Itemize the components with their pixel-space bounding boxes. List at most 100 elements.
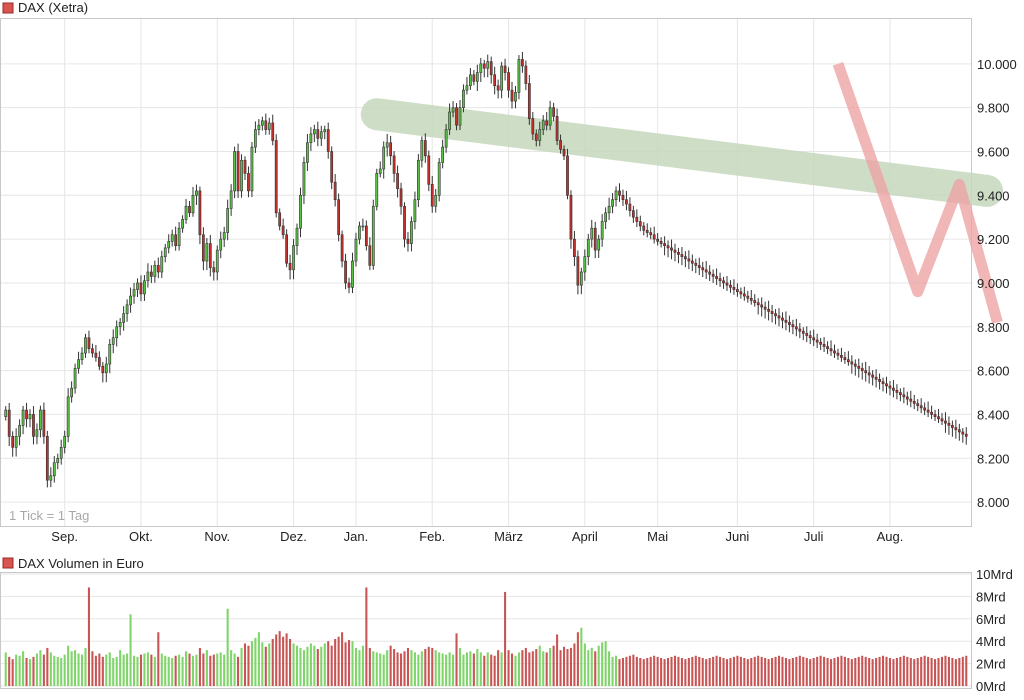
candle-body-up: [105, 364, 107, 373]
candle-body-down: [650, 233, 652, 235]
candle: [234, 147, 236, 198]
volume-bar: [237, 657, 239, 686]
volume-bar: [403, 651, 405, 686]
volume-bar: [716, 656, 718, 686]
volume-bar: [605, 641, 607, 686]
candle-body-up: [39, 410, 41, 430]
x-tick-labels: Sep. Okt. Nov. Dez. Jan. Feb. März April Mai Juni…: [51, 529, 903, 544]
volume-bar: [483, 656, 485, 686]
volume-bar: [868, 658, 870, 686]
volume-y-tick-label: 8Mrd: [976, 589, 1006, 604]
candle-body-down: [955, 428, 957, 430]
volume-bar: [695, 656, 697, 686]
volume-bar: [67, 646, 69, 686]
candle-body-down: [341, 235, 343, 261]
candle-body-up: [539, 130, 541, 141]
candle-body-down: [795, 327, 797, 329]
volume-bar: [612, 657, 614, 686]
volume-bar: [882, 656, 884, 686]
volume-bar: [341, 632, 343, 686]
candle-body-down: [317, 130, 319, 139]
candle-body-down: [809, 336, 811, 338]
volume-bar: [636, 657, 638, 686]
candle: [566, 149, 568, 199]
candle-body-up: [310, 134, 312, 143]
price-y-tick-label: 8.800: [977, 320, 1010, 335]
volume-bar: [185, 651, 187, 686]
candle-body-down: [8, 410, 10, 436]
candle-body-down: [667, 246, 669, 248]
candle-body-down: [889, 386, 891, 388]
volume-bar: [570, 648, 572, 686]
candle-body-down: [868, 373, 870, 375]
volume-bar: [154, 657, 156, 686]
candle-body-down: [643, 226, 645, 230]
candle-body-down: [896, 390, 898, 392]
volume-bar: [587, 650, 589, 686]
volume-bar: [220, 652, 222, 686]
volume-bar: [771, 658, 773, 686]
volume-bar: [386, 650, 388, 686]
volume-bar: [331, 646, 333, 686]
candle-body-down: [740, 292, 742, 294]
candle-body-down: [712, 274, 714, 276]
candle-body-down: [931, 412, 933, 414]
price-y-tick-labels: 8.000 8.200 8.400 8.600 8.800 9.000 9.200 9.400…: [977, 57, 1017, 510]
volume-bar: [962, 657, 964, 686]
candle: [240, 154, 242, 197]
volume-bar: [32, 657, 34, 686]
volume-bar: [327, 641, 329, 686]
volume-bar: [514, 656, 516, 686]
volume-bar: [244, 643, 246, 686]
x-tick-label: Juni: [725, 529, 749, 544]
volume-bar: [577, 632, 579, 686]
candle-body-up: [608, 206, 610, 213]
volume-bar: [195, 655, 197, 686]
volume-bar: [501, 652, 503, 686]
volume-bar: [507, 650, 509, 686]
candle: [376, 169, 378, 211]
volume-bar: [234, 654, 236, 686]
x-tick-label: April: [572, 529, 598, 544]
candle-body-down: [455, 108, 457, 126]
volume-bar: [712, 657, 714, 686]
volume-bar: [84, 648, 86, 686]
candle-body-down: [573, 239, 575, 257]
volume-bar: [684, 659, 686, 686]
candle: [237, 144, 239, 198]
volume-y-tick-label: 4Mrd: [976, 634, 1006, 649]
volume-bar: [594, 651, 596, 686]
volume-bar: [722, 658, 724, 686]
volume-bar: [837, 657, 839, 686]
candle-body-up: [60, 447, 62, 458]
candle-body-up: [501, 66, 503, 90]
candle-body-down: [95, 353, 97, 357]
volume-bar: [286, 633, 288, 686]
candle-body-down: [771, 311, 773, 313]
volume-bar: [525, 648, 527, 686]
volume-bar: [497, 650, 499, 686]
x-tick-label: Aug.: [877, 529, 904, 544]
volume-bar: [809, 659, 811, 686]
volume-bar: [840, 656, 842, 686]
volume-bar: [289, 639, 291, 686]
candle-body-down: [43, 410, 45, 436]
candle-body-up: [64, 436, 66, 447]
candle-body-up: [71, 388, 73, 397]
candle-body-down: [657, 239, 659, 241]
volume-bar: [813, 658, 815, 686]
volume-bar: [345, 642, 347, 686]
volume-bar: [407, 648, 409, 686]
candle-body-up: [303, 162, 305, 195]
volume-bar: [556, 634, 558, 686]
volume-bar: [847, 658, 849, 686]
candle-body-up: [195, 191, 197, 195]
volume-bar: [143, 654, 145, 686]
candle-body-up: [296, 228, 298, 246]
candle-body-down: [532, 119, 534, 134]
volume-bar: [306, 647, 308, 686]
volume-bar: [171, 658, 173, 686]
x-tick-label: Sep.: [51, 529, 78, 544]
volume-bar: [580, 628, 582, 686]
candle-body-down: [937, 417, 939, 419]
